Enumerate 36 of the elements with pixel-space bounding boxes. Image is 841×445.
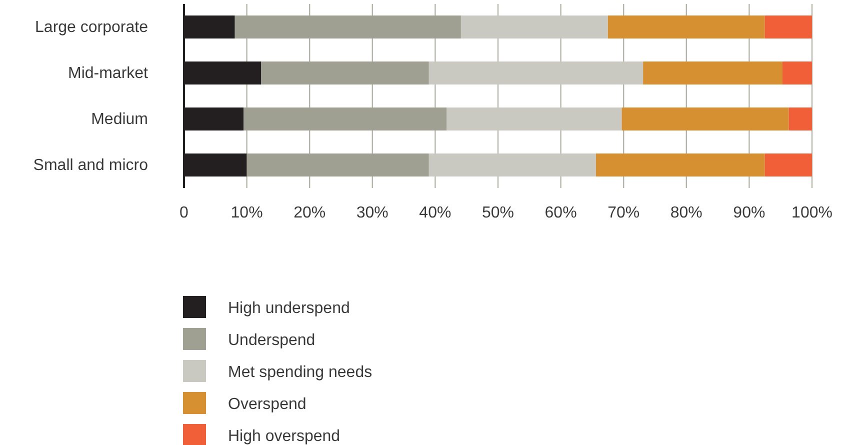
bar xyxy=(261,62,429,84)
y-tick-label: Small and micro xyxy=(33,157,148,174)
legend-label: Met spending needs xyxy=(228,364,372,381)
x-tick-label: 40% xyxy=(419,204,452,222)
bar xyxy=(764,154,812,176)
bar xyxy=(622,108,789,130)
x-tick-label: 60% xyxy=(544,204,577,222)
x-tick-label: 80% xyxy=(670,204,702,222)
bar xyxy=(788,108,812,130)
bar xyxy=(596,154,765,176)
x-tick-label: 50% xyxy=(482,204,514,222)
x-tick-label: 100% xyxy=(792,204,832,222)
legend-label: Underspend xyxy=(228,332,316,349)
bar xyxy=(428,62,644,84)
x-tick-label: 20% xyxy=(294,204,326,222)
x-tick-label: 30% xyxy=(356,204,388,222)
legend-label: Overspend xyxy=(228,396,306,413)
y-tick-label: Large corporate xyxy=(35,19,148,36)
x-tick-label: 70% xyxy=(608,204,640,222)
bar xyxy=(608,16,765,38)
y-tick-label: Medium xyxy=(91,111,148,128)
bar xyxy=(643,62,782,84)
x-tick-label: 90% xyxy=(733,204,766,222)
y-tick-label: Mid-market xyxy=(68,65,149,82)
legend-label: High underspend xyxy=(228,300,350,317)
bar xyxy=(446,108,622,130)
bar xyxy=(428,154,596,176)
x-tick-label: 0 xyxy=(180,204,189,222)
bar xyxy=(244,108,447,130)
bar xyxy=(764,16,812,38)
bar xyxy=(246,154,429,176)
bar xyxy=(234,16,461,38)
x-tick-label: 10% xyxy=(230,204,263,222)
bar xyxy=(782,62,812,84)
legend-label: High overspend xyxy=(228,428,340,445)
bar xyxy=(460,16,608,38)
